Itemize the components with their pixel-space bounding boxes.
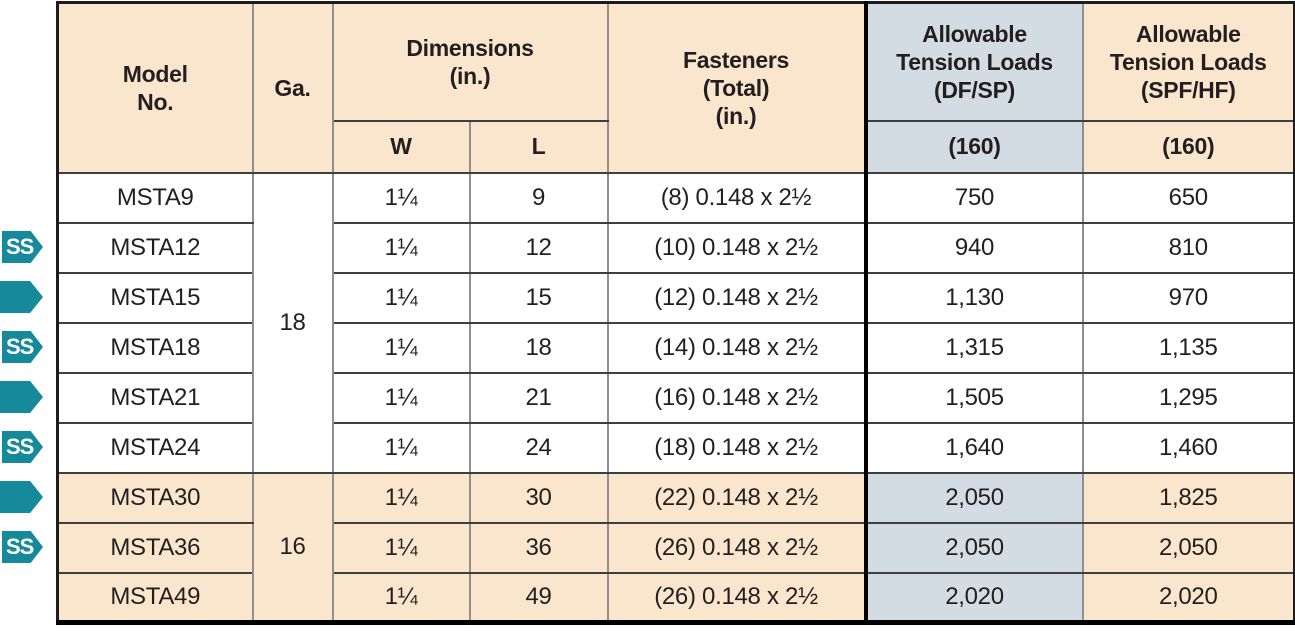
- cell-length: 49: [468, 571, 609, 624]
- cell-model: MSTA30: [56, 471, 254, 524]
- cell-width: 1¼: [331, 421, 471, 474]
- allowable-tension-loads-table: Model No. Ga. Dimensions (in.) Fasteners…: [56, 1, 1295, 625]
- cell-model: MSTA49: [56, 571, 254, 624]
- cell-model: MSTA36: [56, 521, 254, 574]
- cell-fasteners: (26) 0.148 x 2½: [606, 521, 867, 574]
- cell-length: 30: [468, 471, 609, 524]
- cell-df-load: 1,640: [863, 421, 1084, 474]
- cell-length: 21: [468, 371, 609, 424]
- cell-width: 1¼: [331, 321, 471, 374]
- cell-length: 15: [468, 271, 609, 324]
- cell-width: 1¼: [331, 171, 471, 224]
- stainless-steel-badge: SS: [2, 231, 43, 263]
- header-row-main: Model No. Ga. Dimensions (in.) Fasteners…: [56, 1, 1295, 174]
- cell-df-load: 2,050: [863, 471, 1084, 524]
- cell-spf-load: 1,135: [1081, 321, 1295, 374]
- cell-model: MSTA18: [56, 321, 254, 374]
- cell-width: 1¼: [331, 521, 471, 574]
- cell-df-load: 1,505: [863, 371, 1084, 424]
- cell-model: MSTA12: [56, 221, 254, 274]
- ss-badge-label: SS: [6, 234, 34, 259]
- cell-fasteners: (18) 0.148 x 2½: [606, 421, 867, 474]
- arrow-badge-icon: [0, 481, 43, 513]
- cell-width: 1¼: [331, 471, 471, 524]
- cell-model: MSTA9: [56, 171, 254, 224]
- table-row: MSTA18 1¼ 18 (14) 0.148 x 2½ 1,315 1,135: [56, 321, 1295, 374]
- cell-spf-load: 970: [1081, 271, 1295, 324]
- cell-fasteners: (16) 0.148 x 2½: [606, 371, 867, 424]
- cell-width: 1¼: [331, 271, 471, 324]
- ss-badge-label: SS: [6, 334, 34, 359]
- cell-width: 1¼: [331, 221, 471, 274]
- stainless-steel-badge: SS: [2, 531, 43, 563]
- col-header-length: L: [468, 119, 609, 174]
- cell-spf-load: 650: [1081, 171, 1295, 224]
- col-header-df-load-duration: (160): [863, 119, 1084, 174]
- cell-length: 9: [468, 171, 609, 224]
- cell-gauge-group: 16: [251, 471, 334, 624]
- cell-width: 1¼: [331, 571, 471, 624]
- table-row: MSTA15 1¼ 15 (12) 0.148 x 2½ 1,130 970: [56, 271, 1295, 324]
- cell-fasteners: (12) 0.148 x 2½: [606, 271, 867, 324]
- cell-spf-load: 1,825: [1081, 471, 1295, 524]
- col-header-gauge: Ga.: [251, 1, 334, 174]
- cell-fasteners: (26) 0.148 x 2½: [606, 571, 867, 624]
- col-header-model-no: Model No.: [56, 1, 254, 174]
- arrow-badge-icon: [0, 381, 43, 413]
- cell-df-load: 1,130: [863, 271, 1084, 324]
- cell-fasteners: (8) 0.148 x 2½: [606, 171, 867, 224]
- table-row: MSTA12 1¼ 12 (10) 0.148 x 2½ 940 810: [56, 221, 1295, 274]
- col-header-dimensions: Dimensions (in.): [331, 1, 609, 122]
- table-row: MSTA21 1¼ 21 (16) 0.148 x 2½ 1,505 1,295: [56, 371, 1295, 424]
- ss-badge-label: SS: [6, 534, 34, 559]
- table-row: MSTA49 1¼ 49 (26) 0.148 x 2½ 2,020 2,020: [56, 571, 1295, 624]
- col-header-spf-load-duration: (160): [1081, 119, 1295, 174]
- table-row: MSTA36 1¼ 36 (26) 0.148 x 2½ 2,050 2,050: [56, 521, 1295, 574]
- table-row: MSTA24 1¼ 24 (18) 0.148 x 2½ 1,640 1,460: [56, 421, 1295, 474]
- cell-spf-load: 1,460: [1081, 421, 1295, 474]
- cell-fasteners: (22) 0.148 x 2½: [606, 471, 867, 524]
- table-row: MSTA30 16 1¼ 30 (22) 0.148 x 2½ 2,050 1,…: [56, 471, 1295, 624]
- cell-gauge-group: 18: [251, 171, 334, 474]
- cell-model: MSTA21: [56, 371, 254, 424]
- cell-length: 12: [468, 221, 609, 274]
- cell-spf-load: 2,050: [1081, 521, 1295, 574]
- cell-fasteners: (14) 0.148 x 2½: [606, 321, 867, 374]
- cell-df-load: 1,315: [863, 321, 1084, 374]
- cell-spf-load: 2,020: [1081, 571, 1295, 624]
- cell-spf-load: 1,295: [1081, 371, 1295, 424]
- cell-length: 24: [468, 421, 609, 474]
- cell-length: 18: [468, 321, 609, 374]
- cell-width: 1¼: [331, 371, 471, 424]
- stainless-steel-badge: SS: [2, 331, 43, 363]
- col-header-fasteners: Fasteners (Total) (in.): [606, 1, 867, 174]
- header-row-sub: W L (160) (160): [58, 119, 1295, 174]
- cell-length: 36: [468, 521, 609, 574]
- cell-model: MSTA24: [56, 421, 254, 474]
- cell-fasteners: (10) 0.148 x 2½: [606, 221, 867, 274]
- col-header-width: W: [331, 119, 471, 174]
- cell-df-load: 2,020: [863, 571, 1084, 624]
- cell-df-load: 940: [863, 221, 1084, 274]
- ss-badge-label: SS: [6, 434, 34, 459]
- cell-df-load: 750: [863, 171, 1084, 224]
- col-header-allowable-tension-df-sp: Allowable Tension Loads (DF/SP): [863, 1, 1084, 122]
- cell-df-load: 2,050: [863, 521, 1084, 574]
- cell-model: MSTA15: [56, 271, 254, 324]
- stainless-steel-badge: SS: [2, 431, 43, 463]
- col-header-allowable-tension-spf-hf: Allowable Tension Loads (SPF/HF): [1081, 1, 1295, 122]
- cell-spf-load: 810: [1081, 221, 1295, 274]
- table-row: MSTA9 18 1¼ 9 (8) 0.148 x 2½ 750 650: [56, 171, 1295, 474]
- arrow-badge-icon: [0, 281, 43, 313]
